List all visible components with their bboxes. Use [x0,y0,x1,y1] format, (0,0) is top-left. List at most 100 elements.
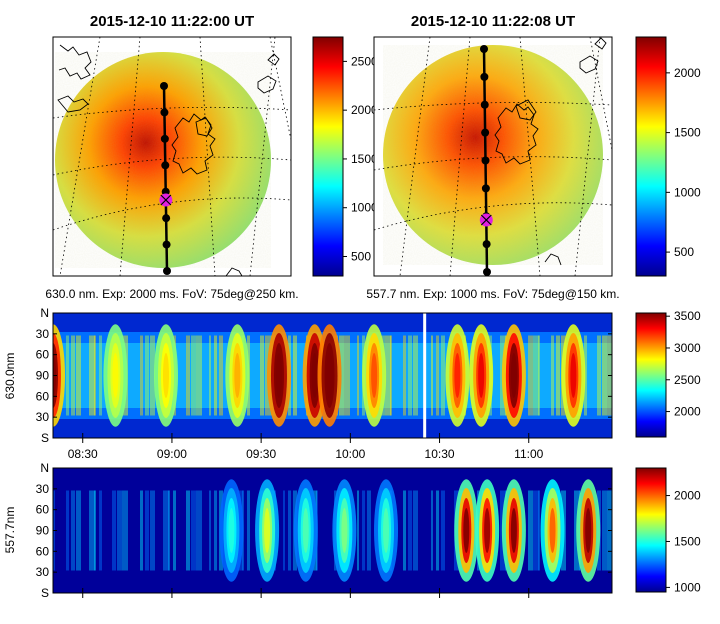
keogram-striation [441,335,445,416]
colorbar-tick-label: 1500 [674,534,701,548]
track-point [163,267,171,275]
x-tick-label: 08:30 [68,447,98,461]
keogram-striation [597,335,601,416]
y-tick-label: S [41,431,49,445]
map-grid [53,37,291,276]
keogram-striation [528,335,533,416]
keogram-band [570,353,577,398]
keogram-striation [214,335,217,416]
keogram-striation [403,490,406,571]
keogram-band [371,353,378,398]
y-tick-label: 30 [36,410,50,424]
keogram-striation [122,490,128,571]
keogram-striation [533,335,539,416]
keogram-striation [94,335,96,416]
keogram-striation [140,335,143,416]
keogram-striation [99,335,102,416]
keogram-630-image [53,313,612,438]
keogram-striation [76,490,81,571]
keogram-striation [357,490,359,571]
footpoint-cross [480,214,492,226]
keogram-557: 557.7nm N 30 60 90 60 30 S 1000 1500 2000 [3,461,701,600]
keogram-striation [145,335,149,416]
keogram-band [454,353,461,398]
keogram-striation [357,335,359,416]
keogram-striation [140,490,143,571]
y-tick-label: 60 [36,389,50,403]
x-tick-label: 09:00 [157,447,187,461]
keogram-band [112,353,119,398]
keogram-band [484,508,491,553]
keogram-striation [283,490,285,571]
keogram-striation [150,490,155,571]
keogram-striation [191,335,196,416]
track-point [161,161,170,170]
y-tick-label: 90 [36,369,50,383]
colorbar-tick-label: 3000 [674,341,701,355]
track-point [480,45,488,53]
track-line [162,85,169,272]
x-tick-label: 11:00 [514,447,543,461]
track-point [162,240,171,249]
track-point [160,82,168,90]
keogram-striation [260,335,264,416]
keogram-band [228,508,235,553]
keogram-striation [150,335,155,416]
y-tick-label: 90 [36,524,50,538]
keogram-striation [528,490,533,571]
keogram-band [302,508,309,553]
keogram-striation [186,335,190,416]
keogram-striation [196,335,202,416]
keogram-striation [413,490,418,571]
colorbar-tick-label: 1500 [351,152,378,166]
keogram-630-ylabel: 630.0nm [3,353,17,400]
allsky-caption: 557.7 nm. Exp: 1000 ms. FoV: 75deg@150 k… [366,287,619,301]
colorbar-tick-label: 2500 [351,54,378,68]
keogram-band [311,353,318,398]
y-tick-label: S [41,586,49,600]
keogram-striation [556,335,560,416]
track-point [482,240,491,249]
colorbar-tick-label: 3500 [674,309,701,323]
keogram-striation [413,335,418,416]
track-point [162,214,171,223]
colorbar-tick-label: 2000 [674,405,701,419]
allsky-title: 2015-12-10 11:22:00 UT [90,13,254,30]
keogram-band [264,508,271,553]
y-tick-label: 30 [36,327,50,341]
keogram-striation [209,490,211,571]
keogram-striation [367,490,371,571]
y-tick-label: 30 [36,565,50,579]
keogram-band [162,353,169,398]
keogram-striation [209,335,211,416]
keogram-striation [436,490,439,571]
coastline [57,44,280,276]
colorbar-557-sky: 500 1000 1500 2000 [635,36,701,277]
keogram-band [478,353,485,398]
track-557 [479,45,493,276]
track-point [161,187,170,196]
keogram-band [585,508,592,553]
keogram-striation [247,490,250,571]
keogram-band [510,353,517,398]
keogram-striation [602,490,607,571]
colorbar-557-keo: 1000 1500 2000 [635,467,701,594]
keogram-557-ylabel: 557.7nm [3,507,17,554]
keogram-striation [431,490,433,571]
keogram-striation [602,335,607,416]
keogram-557-image [53,468,612,593]
keogram-striation [219,335,223,416]
keogram-striation [112,490,116,571]
keogram-striation [89,335,95,416]
allsky-panel-557: 2015-12-10 11:22:08 UT [366,13,701,301]
keogram-striation [408,335,412,416]
keogram-striation [191,490,196,571]
y-tick-label: N [40,461,49,475]
keogram-striation [533,490,539,571]
allsky-title: 2015-12-10 11:22:08 UT [411,13,575,30]
keogram-band [326,353,333,398]
keogram-band [463,508,470,553]
keogram-striation [117,490,122,571]
keogram-striation [214,490,217,571]
